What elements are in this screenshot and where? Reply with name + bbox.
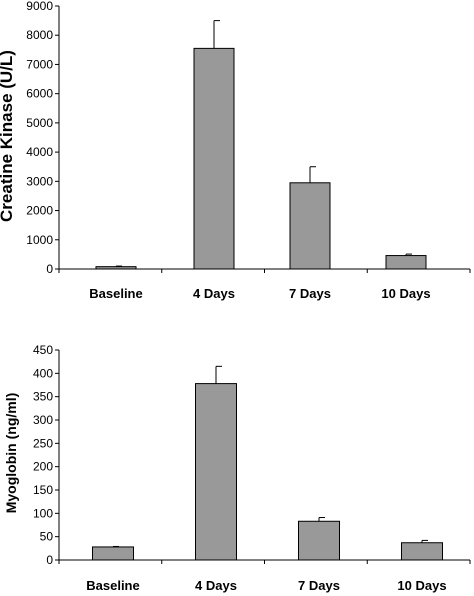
y-tick-label: 7000 (26, 57, 53, 71)
x-tick-label: 10 Days (397, 578, 446, 593)
chart-creatine-kinase: Creatine Kinase (U/L) 0 1000 2000 3000 4000 5… (0, 0, 471, 301)
bar-10-days (385, 255, 427, 270)
x-tick-label: 4 Days (193, 286, 235, 301)
bar-7-days (298, 520, 340, 561)
bar-7-days (289, 182, 331, 270)
y-tick-label: 8000 (26, 28, 53, 42)
y-tick-label: 350 (33, 390, 53, 404)
x-tick-label: 7 Days (298, 578, 340, 593)
y-tick-label: 200 (33, 460, 53, 474)
y-tick-label: 300 (33, 413, 53, 427)
bar-baseline (95, 266, 137, 270)
x-tick-label: Baseline (89, 286, 142, 301)
y-tick-label: 450 (33, 343, 53, 357)
y-axis-label: Myoglobin (ng/ml) (3, 393, 19, 514)
x-tick-label: 10 Days (381, 286, 430, 301)
y-tick-label: 2000 (26, 204, 53, 218)
y-tick-label: 4000 (26, 145, 53, 159)
bar-10-days (401, 542, 443, 561)
x-tick-label: 7 Days (289, 286, 331, 301)
y-axis-label: Creatine Kinase (U/L) (0, 50, 16, 222)
y-tick-label: 0 (46, 553, 53, 567)
bar-4-days (195, 383, 237, 561)
y-tick-label: 100 (33, 506, 53, 520)
bar-baseline (92, 546, 134, 561)
y-tick-label: 3000 (26, 174, 53, 188)
y-tick-label: 250 (33, 436, 53, 450)
y-tick-label: 9000 (26, 0, 53, 13)
y-tick-label: 6000 (26, 87, 53, 101)
y-tick-label: 5000 (26, 116, 53, 130)
chart-myoglobin: Myoglobin (ng/ml) 0 50 100 150 200 250 300 350 4… (3, 343, 471, 593)
y-tick-label: 0 (46, 262, 53, 276)
y-tick-label: 400 (33, 366, 53, 380)
y-tick-label: 150 (33, 483, 53, 497)
x-tick-label: Baseline (86, 578, 139, 593)
x-tick-label: 4 Days (195, 578, 237, 593)
y-tick-label: 1000 (26, 233, 53, 247)
y-tick-label: 50 (40, 530, 54, 544)
bar-4-days (193, 47, 235, 270)
